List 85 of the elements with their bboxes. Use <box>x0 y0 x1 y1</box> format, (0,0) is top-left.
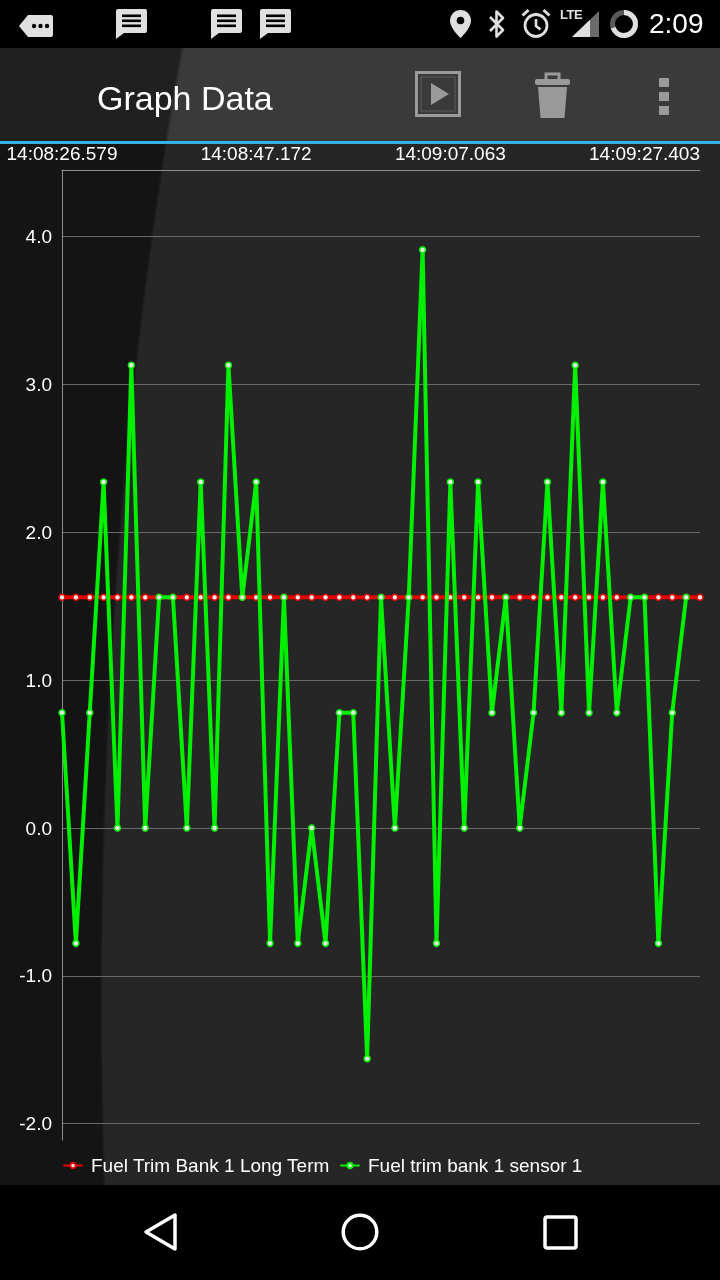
point <box>515 593 524 602</box>
point <box>474 593 482 602</box>
point <box>294 593 302 602</box>
point <box>99 478 108 486</box>
point <box>474 478 482 486</box>
point <box>668 593 677 602</box>
point <box>488 708 496 717</box>
point <box>86 593 94 602</box>
point <box>460 824 468 832</box>
point <box>141 824 149 832</box>
point <box>294 939 302 948</box>
y-tick-label: 2.0 <box>25 521 52 543</box>
point <box>488 593 496 602</box>
y-tick-label: 1.0 <box>25 669 52 691</box>
point <box>72 593 80 602</box>
point <box>460 593 468 602</box>
point <box>58 708 66 717</box>
point <box>418 593 427 602</box>
x-tick-label: 14:08:26.579 <box>6 143 118 164</box>
point <box>321 593 330 602</box>
point <box>391 593 399 602</box>
legend-label: Fuel trim bank 1 sensor 1 <box>367 1155 583 1176</box>
point <box>613 708 621 717</box>
point <box>266 593 274 602</box>
point <box>446 478 455 486</box>
y-tick-label: -2.0 <box>19 1113 52 1135</box>
point <box>224 361 233 369</box>
point <box>113 824 122 832</box>
point <box>613 593 621 602</box>
point <box>432 593 441 602</box>
point <box>599 593 607 602</box>
point <box>557 708 566 717</box>
y-tick-label: -1.0 <box>19 965 52 987</box>
point <box>335 593 344 602</box>
point <box>668 708 677 717</box>
text: LTE <box>560 7 583 22</box>
point <box>141 593 149 602</box>
point <box>418 246 427 254</box>
y-tick-label: 4.0 <box>25 226 52 248</box>
point <box>196 478 205 486</box>
point <box>529 593 538 602</box>
point <box>349 708 358 717</box>
point <box>585 593 593 602</box>
point <box>183 593 191 602</box>
point <box>654 939 663 948</box>
point <box>183 824 191 832</box>
text: 2:09 <box>649 8 704 39</box>
x-tick-label: 14:09:07.063 <box>394 143 506 164</box>
point <box>529 708 538 717</box>
point <box>113 593 122 602</box>
point <box>127 593 136 602</box>
point <box>543 478 552 486</box>
y-tick-label: 0.0 <box>25 817 52 839</box>
y-tick-label: 3.0 <box>25 373 52 395</box>
legend-label: Fuel Trim Bank 1 Long Term <box>91 1155 330 1176</box>
point <box>363 1054 371 1063</box>
point <box>349 593 358 602</box>
point <box>307 593 316 602</box>
point <box>599 478 607 486</box>
point <box>72 939 80 948</box>
point <box>391 824 399 832</box>
point <box>210 824 219 832</box>
point <box>571 593 579 602</box>
point <box>696 593 704 602</box>
x-tick-label: 14:09:27.403 <box>589 143 700 164</box>
point <box>252 478 260 486</box>
point <box>127 361 136 369</box>
point <box>86 708 94 717</box>
point <box>307 824 316 832</box>
point <box>571 361 579 369</box>
point <box>335 708 344 717</box>
point <box>210 593 219 602</box>
x-tick-label: 14:08:47.172 <box>200 143 312 164</box>
point <box>363 593 371 602</box>
point <box>224 593 233 602</box>
chart-title: Graph Data <box>97 79 273 117</box>
point <box>585 708 593 717</box>
point <box>58 593 66 602</box>
point <box>432 939 441 948</box>
point <box>515 824 524 832</box>
point <box>321 939 330 948</box>
point <box>99 593 108 602</box>
point <box>543 593 552 602</box>
point <box>654 593 663 602</box>
point <box>266 939 274 948</box>
